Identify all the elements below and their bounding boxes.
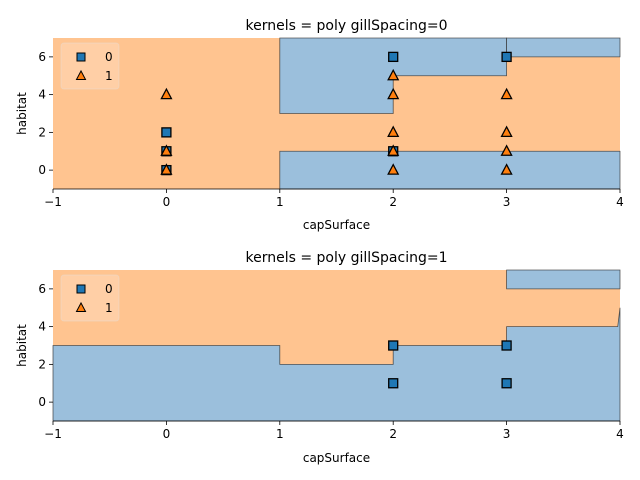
- data-point-class-1: [500, 87, 513, 100]
- y-axis-label: habitat: [15, 324, 29, 367]
- y-tick-label: 0: [38, 395, 46, 409]
- x-tick-label: 3: [503, 195, 511, 209]
- y-tick-label: 2: [38, 357, 46, 371]
- x-tick-label: 0: [163, 427, 171, 441]
- data-point-class-1: [500, 125, 513, 138]
- legend-marker-triangle: [75, 69, 87, 80]
- data-point-class-1: [500, 163, 513, 175]
- x-tick-label: 4: [616, 427, 624, 441]
- class0-region-1: [52, 307, 621, 422]
- legend-label: 0: [105, 282, 113, 296]
- legend-label: 0: [105, 50, 113, 64]
- data-point-class-0: [388, 340, 399, 351]
- chart-title: kernels = poly gillSpacing=1: [245, 250, 447, 266]
- data-point-class-1: [387, 125, 400, 138]
- y-tick-label: 6: [38, 282, 46, 296]
- legend-label: 1: [105, 69, 113, 83]
- legend: 01: [60, 42, 120, 90]
- x-tick-label: 2: [389, 195, 397, 209]
- x-tick-label: −1: [44, 427, 62, 441]
- class0-region-2: [506, 269, 621, 290]
- class0-region-3: [506, 37, 621, 58]
- y-axis-label: habitat: [15, 92, 29, 135]
- x-axis-label: capSurface: [303, 451, 370, 465]
- data-point-class-0: [501, 340, 512, 351]
- data-point-class-0: [501, 51, 512, 63]
- x-tick-label: 3: [503, 427, 511, 441]
- x-tick-label: −1: [44, 195, 62, 209]
- y-tick-label: 6: [38, 50, 46, 64]
- chart-title: kernels = poly gillSpacing=0: [245, 18, 447, 34]
- data-point-class-1: [160, 163, 173, 175]
- legend-marker-square: [76, 284, 86, 294]
- legend-box: [60, 42, 120, 90]
- data-point-class-0: [388, 378, 399, 389]
- data-point-class-0: [388, 51, 399, 63]
- x-tick-label: 1: [276, 195, 284, 209]
- data-point-class-1: [500, 144, 513, 156]
- data-point-class-1: [387, 68, 400, 81]
- data-point-class-1: [387, 87, 400, 100]
- y-tick-label: 4: [38, 88, 46, 102]
- x-tick-label: 4: [616, 195, 624, 209]
- data-point-class-1: [160, 87, 173, 100]
- y-tick-label: 2: [38, 125, 46, 139]
- class0-region-1: [279, 150, 621, 190]
- x-tick-label: 0: [163, 195, 171, 209]
- legend-marker-triangle: [75, 301, 87, 312]
- data-point-class-0: [161, 127, 172, 138]
- data-point-class-1: [387, 144, 400, 156]
- y-tick-label: 4: [38, 320, 46, 334]
- legend-box: [60, 274, 120, 322]
- legend-label: 1: [105, 301, 113, 315]
- legend: 01: [60, 274, 120, 322]
- legend-marker-square: [76, 52, 86, 62]
- data-point-class-1: [387, 163, 400, 175]
- data-point-class-0: [501, 378, 512, 389]
- x-tick-label: 1: [276, 427, 284, 441]
- x-axis-label: capSurface: [303, 218, 370, 232]
- data-point-class-1: [160, 144, 173, 156]
- y-tick-label: 0: [38, 163, 46, 177]
- x-tick-label: 2: [389, 427, 397, 441]
